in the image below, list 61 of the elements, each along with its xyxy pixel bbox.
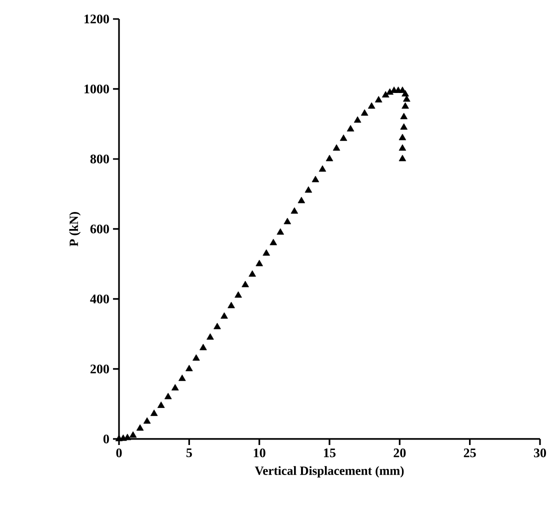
x-tick-label: 0 bbox=[116, 448, 122, 458]
point bbox=[398, 134, 406, 140]
point bbox=[340, 134, 348, 141]
point bbox=[200, 344, 207, 350]
point bbox=[171, 384, 179, 390]
y-tick-label: 600 bbox=[90, 224, 109, 234]
point bbox=[326, 154, 334, 162]
point bbox=[290, 207, 298, 214]
point bbox=[360, 109, 368, 116]
point bbox=[242, 280, 249, 288]
x-tick-label: 15 bbox=[324, 448, 336, 458]
point bbox=[248, 270, 256, 277]
point bbox=[214, 322, 221, 330]
point bbox=[402, 90, 409, 96]
point bbox=[400, 112, 408, 120]
point bbox=[276, 228, 284, 235]
point bbox=[354, 116, 362, 123]
y-tick-label: 0 bbox=[103, 434, 109, 444]
point bbox=[382, 91, 390, 98]
y-axis-title: P (kN) bbox=[69, 212, 81, 246]
x-tick-label: 10 bbox=[254, 448, 266, 458]
y-tick-label: 200 bbox=[90, 364, 109, 374]
point bbox=[346, 125, 354, 132]
point bbox=[150, 410, 158, 416]
x-tick-label: 20 bbox=[394, 448, 406, 458]
point bbox=[270, 238, 278, 246]
x-tick-label: 5 bbox=[186, 448, 192, 458]
point bbox=[206, 333, 214, 340]
point bbox=[398, 144, 406, 151]
x-tick-label: 25 bbox=[464, 448, 476, 458]
point bbox=[402, 102, 409, 109]
point bbox=[129, 431, 137, 438]
point bbox=[298, 196, 306, 204]
y-tick-label: 1000 bbox=[84, 84, 109, 94]
point bbox=[136, 424, 144, 431]
point bbox=[262, 249, 270, 256]
point bbox=[220, 312, 228, 319]
point bbox=[398, 154, 406, 162]
point bbox=[164, 392, 172, 400]
point bbox=[304, 186, 312, 193]
y-tick-label: 400 bbox=[90, 294, 109, 304]
point bbox=[143, 417, 151, 424]
point bbox=[284, 218, 292, 224]
point bbox=[400, 123, 408, 130]
point bbox=[312, 176, 320, 182]
point bbox=[178, 374, 186, 381]
point bbox=[403, 95, 410, 102]
point bbox=[318, 165, 326, 172]
x-tick-label: 30 bbox=[534, 448, 546, 458]
y-tick-label: 1200 bbox=[84, 14, 109, 24]
point bbox=[192, 354, 200, 361]
y-tick-label: 800 bbox=[90, 154, 109, 164]
point bbox=[234, 291, 242, 298]
point bbox=[368, 102, 376, 109]
x-axis-title: Vertical Displacement (mm) bbox=[254, 466, 404, 478]
point bbox=[228, 302, 235, 308]
point bbox=[374, 96, 382, 102]
point bbox=[256, 260, 263, 266]
point bbox=[157, 402, 165, 408]
point bbox=[186, 364, 193, 372]
point bbox=[332, 144, 340, 151]
